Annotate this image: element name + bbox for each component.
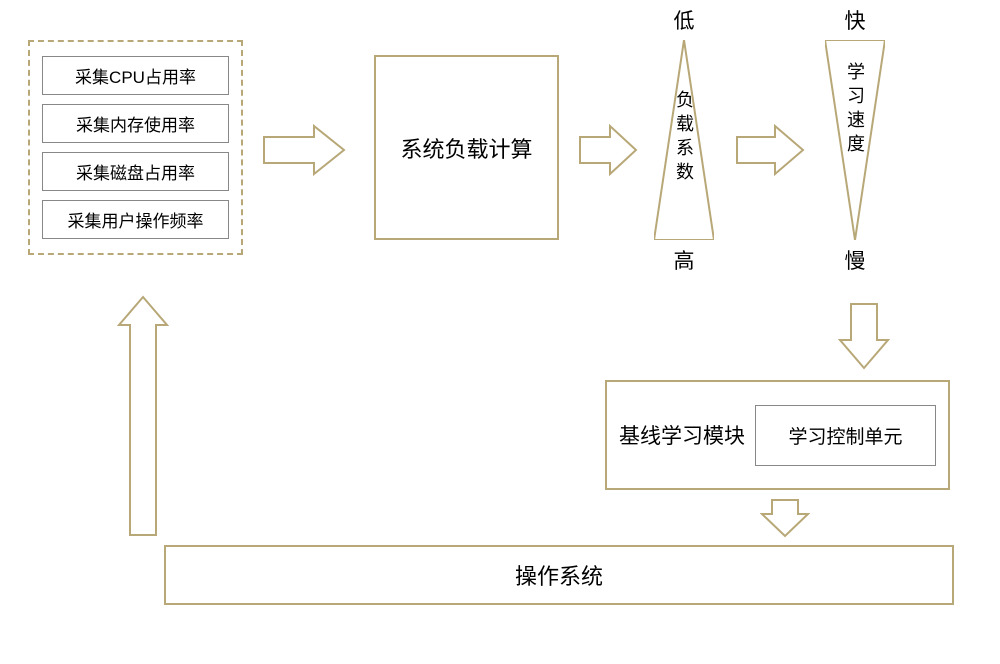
learning-control-unit: 学习控制单元 (755, 405, 936, 466)
metric-collection-group: 采集CPU占用率 采集内存使用率 采集磁盘占用率 采集用户操作频率 (28, 40, 243, 255)
load-coefficient-label: 负载系数 (671, 90, 697, 186)
arrow-sysload-to-load-icon (578, 124, 638, 176)
collect-userops-label: 采集用户操作频率 (42, 200, 229, 239)
learning-speed-label: 学习速度 (842, 62, 868, 158)
baseline-module-label: 基线学习模块 (619, 420, 745, 450)
baseline-learning-module: 基线学习模块 学习控制单元 (605, 380, 950, 490)
load-high-label: 高 (674, 240, 695, 280)
operating-system-label: 操作系统 (515, 559, 603, 591)
load-low-label: 低 (674, 0, 695, 40)
system-load-calc-box: 系统负载计算 (374, 55, 559, 240)
collect-cpu-label: 采集CPU占用率 (42, 56, 229, 95)
load-coefficient-indicator: 低 高 负载系数 (644, 0, 724, 280)
system-load-flow-diagram: 采集CPU占用率 采集内存使用率 采集磁盘占用率 采集用户操作频率 系统负载计算… (0, 0, 1000, 664)
arrow-speed-to-baseline-icon (838, 302, 890, 370)
system-load-calc-label: 系统负载计算 (400, 132, 532, 164)
collect-memory-label: 采集内存使用率 (42, 104, 229, 143)
operating-system-box: 操作系统 (164, 545, 954, 605)
speed-fast-label: 快 (845, 0, 866, 40)
arrow-load-to-speed-icon (735, 124, 805, 176)
arrow-baseline-to-os-icon (760, 498, 810, 538)
speed-slow-label: 慢 (845, 240, 866, 280)
learning-speed-indicator: 快 慢 学习速度 (815, 0, 895, 280)
arrow-os-to-collection-icon (117, 295, 169, 537)
collect-disk-label: 采集磁盘占用率 (42, 152, 229, 191)
arrow-collection-to-sysload-icon (262, 124, 346, 176)
